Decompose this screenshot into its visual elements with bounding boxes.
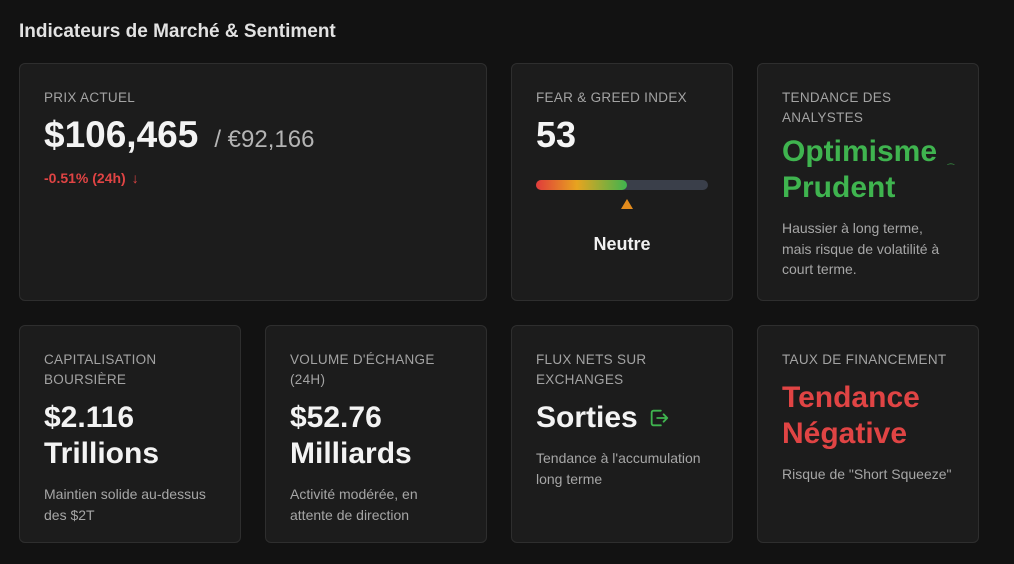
price-eur: / €92,166 — [214, 126, 315, 153]
market-cap-value: $2.116 Trillions — [44, 401, 160, 470]
volume-card: VOLUME D'ÉCHANGE (24H) $52.76 Milliards … — [265, 325, 487, 543]
analyst-trend-label: TENDANCE DES ANALYSTES — [782, 90, 892, 125]
volume-description: Activité modérée, en attente de directio… — [290, 486, 418, 523]
section-title: Indicateurs de Marché & Sentiment — [19, 21, 336, 42]
analyst-trend-card: TENDANCE DES ANALYSTES Optimisme Prudent… — [757, 63, 979, 301]
funding-rate-description: Risque de "Short Squeeze" — [782, 466, 952, 482]
exchange-flow-value: Sorties — [536, 401, 638, 434]
analyst-trend-description: Haussier à long terme, mais risque de vo… — [782, 220, 940, 277]
fear-greed-status: Neutre — [593, 234, 651, 254]
trend-up-icon: ⁀ — [947, 164, 954, 173]
market-cap-description: Maintien solide au-dessus des $2T — [44, 486, 206, 523]
market-cap-card: CAPITALISATION BOURSIÈRE $2.116 Trillion… — [19, 325, 241, 543]
exit-icon — [650, 409, 668, 427]
fear-greed-label: FEAR & GREED INDEX — [536, 90, 687, 105]
price-change: -0.51% (24h) ↓ — [44, 170, 462, 186]
price-label: PRIX ACTUEL — [44, 90, 136, 105]
price-change-value: -0.51% (24h) — [44, 170, 126, 186]
market-cap-label: CAPITALISATION BOURSIÈRE — [44, 352, 157, 387]
gauge-marker-icon — [621, 199, 634, 209]
exchange-flow-row: Sorties — [536, 400, 708, 436]
exchange-flow-card: FLUX NETS SUR EXCHANGES Sorties Tendance… — [511, 325, 733, 543]
arrow-down-icon: ↓ — [131, 170, 139, 186]
funding-rate-label: TAUX DE FINANCEMENT — [782, 352, 947, 367]
volume-label: VOLUME D'ÉCHANGE (24H) — [290, 352, 435, 387]
fear-greed-gauge-fill — [536, 180, 628, 190]
exchange-flow-description: Tendance à l'accumulation long terme — [536, 450, 701, 487]
volume-value: $52.76 Milliards — [290, 401, 412, 470]
exchange-flow-label: FLUX NETS SUR EXCHANGES — [536, 352, 647, 387]
analyst-trend-value: Optimisme Prudent — [782, 135, 938, 204]
fear-greed-gauge — [536, 180, 708, 209]
funding-rate-card: TAUX DE FINANCEMENT Tendance Négative Ri… — [757, 325, 979, 543]
fear-greed-value: 53 — [536, 114, 577, 155]
price-card: PRIX ACTUEL $106,465 / €92,166 -0.51% (2… — [19, 63, 487, 301]
fear-greed-card: FEAR & GREED INDEX 53 Neutre — [511, 63, 733, 301]
price-usd: $106,465 — [44, 114, 199, 155]
price-row: $106,465 / €92,166 — [44, 114, 462, 156]
funding-rate-value: Tendance Négative — [782, 381, 920, 450]
